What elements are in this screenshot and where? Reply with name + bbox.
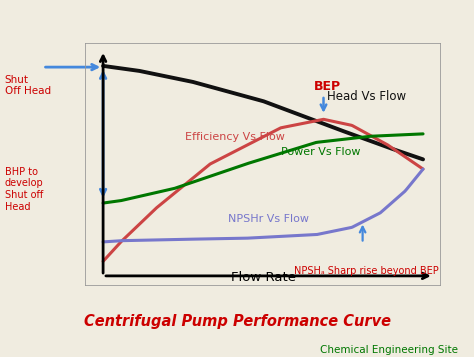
Text: Shut
Off Head: Shut Off Head [5,75,51,96]
Text: BHP to
develop
Shut off
Head: BHP to develop Shut off Head [5,167,44,212]
Text: Efficiency Vs Flow: Efficiency Vs Flow [185,132,285,142]
Text: NPSHr Vs Flow: NPSHr Vs Flow [228,215,309,225]
Text: Head Vs Flow: Head Vs Flow [327,90,406,103]
Text: Centrifugal Pump Performance Curve: Centrifugal Pump Performance Curve [83,314,391,329]
Text: Power Vs Flow: Power Vs Flow [281,146,360,156]
Text: BEP: BEP [313,80,341,92]
Text: Chemical Engineering Site: Chemical Engineering Site [319,345,458,355]
Text: Flow Rate: Flow Rate [230,271,296,285]
Text: NPSHₐ Sharp rise beyond BEP: NPSHₐ Sharp rise beyond BEP [294,266,438,276]
